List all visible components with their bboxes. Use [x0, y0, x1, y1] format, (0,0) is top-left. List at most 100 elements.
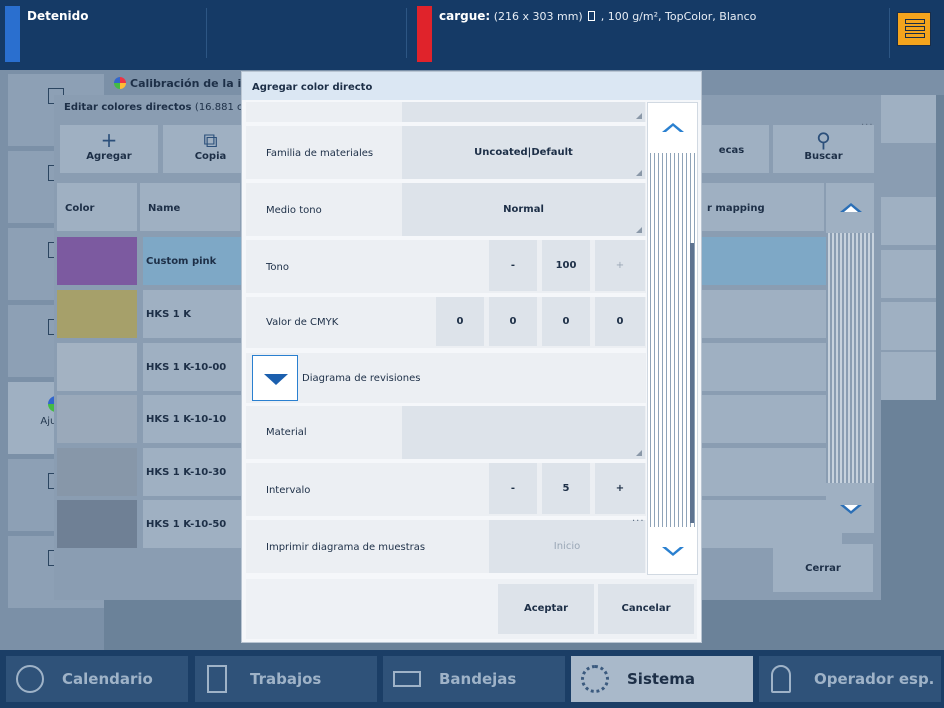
nav-operator[interactable]: Operador esp. [759, 656, 941, 702]
color-swatch [57, 500, 137, 548]
interval-value[interactable]: 5 [542, 463, 590, 514]
right-panel-tile [881, 197, 936, 245]
dialog-scrollbar[interactable] [647, 102, 698, 575]
close-button[interactable]: Cerrar [773, 544, 873, 592]
color-wheel-icon [114, 77, 126, 89]
calibration-title-text: Calibración de la imp [130, 77, 261, 90]
chevron-down-icon [264, 374, 288, 385]
tone-increase-button[interactable]: + [595, 240, 645, 291]
chevron-down-icon [840, 505, 862, 514]
cmyk-black-field[interactable]: 0 [595, 297, 645, 346]
color-swatch [57, 448, 137, 496]
cmyk-yellow-field[interactable]: 0 [542, 297, 590, 346]
scroll-down-button[interactable] [648, 527, 697, 575]
column-header-name[interactable]: Name [140, 183, 240, 231]
server-icon [905, 26, 925, 31]
scroll-track[interactable] [826, 233, 874, 483]
halftone-select[interactable]: Normal [402, 183, 645, 236]
material-label: Material [266, 427, 307, 438]
right-panel-tile [881, 352, 936, 400]
nav-jobs[interactable]: Trabajos [195, 656, 377, 702]
status-divider [206, 8, 207, 58]
scroll-down-button[interactable] [826, 485, 874, 533]
edit-count-text: (16.881 color [194, 102, 262, 113]
printer-status-text: Detenido [27, 9, 89, 23]
edit-spot-colors-title: Editar colores directos (16.881 color [64, 102, 262, 113]
cmyk-label: Valor de CMYK [266, 317, 339, 328]
revision-diagram-label: Diagrama de revisiones [302, 373, 421, 384]
tone-value[interactable]: 100 [542, 240, 590, 291]
scroll-thumb[interactable] [690, 243, 694, 523]
tone-label: Tono [266, 262, 289, 273]
right-panel-tile [881, 302, 936, 350]
operator-icon [771, 665, 791, 693]
copy-icon: ⧉ [203, 128, 218, 152]
partial-field[interactable] [402, 102, 645, 122]
bottom-navigation: Calendario Trabajos Bandejas Sistema Ope… [0, 650, 944, 708]
revision-diagram-toggle[interactable] [252, 355, 298, 401]
search-button[interactable]: ⚲ Buscar [773, 125, 874, 173]
calibration-title: Calibración de la imp [114, 77, 261, 90]
table-scrollbar[interactable] [826, 183, 874, 533]
gear-icon [581, 665, 609, 693]
nav-system[interactable]: Sistema [571, 656, 753, 702]
top-status-bar: Detenido cargue: (216 x 303 mm) , 100 g/… [0, 0, 944, 70]
server-icon [905, 19, 925, 24]
tray-icon [393, 671, 421, 687]
right-panel-tile [881, 95, 936, 143]
copy-button-label: Copia [194, 151, 227, 162]
cmyk-magenta-field[interactable]: 0 [489, 297, 537, 346]
load-info[interactable]: cargue: (216 x 303 mm) , 100 g/m², TopCo… [439, 9, 756, 23]
server-button[interactable] [897, 12, 931, 46]
server-icon [905, 33, 925, 38]
interval-increase-button[interactable]: + [595, 463, 645, 514]
add-button-label: Agregar [86, 151, 132, 162]
column-header-color[interactable]: Color [57, 183, 137, 231]
right-panel-tile [881, 250, 936, 298]
column-header-mapping[interactable]: r mapping [699, 183, 824, 231]
nav-trays[interactable]: Bandejas [383, 656, 565, 702]
printer-status-indicator [5, 6, 20, 62]
libraries-button-label: ecas [718, 145, 745, 156]
dialog-title: Agregar color directo [242, 72, 701, 100]
start-print-samples-button[interactable]: Inicio [489, 520, 645, 573]
tone-decrease-button[interactable]: - [489, 240, 537, 291]
nav-calendar-label: Calendario [62, 670, 153, 688]
scroll-up-button[interactable] [826, 183, 874, 231]
nav-trays-label: Bandejas [439, 670, 517, 688]
status-divider [889, 8, 890, 58]
cmyk-cyan-field[interactable]: 0 [436, 297, 484, 346]
material-family-select[interactable]: Uncoated|Default [402, 126, 645, 179]
add-button[interactable]: + Agregar [60, 125, 158, 173]
more-options-icon[interactable]: ··· [632, 516, 645, 527]
load-warning-indicator [417, 6, 432, 62]
scroll-up-button[interactable] [648, 103, 697, 151]
accept-button[interactable]: Aceptar [498, 584, 594, 634]
interval-decrease-button[interactable]: - [489, 463, 537, 514]
chevron-up-icon [840, 203, 862, 212]
interval-label: Intervalo [266, 485, 311, 496]
chevron-down-icon [662, 547, 684, 556]
nav-calendar[interactable]: Calendario [6, 656, 188, 702]
load-details: , 100 g/m², TopColor, Blanco [600, 10, 757, 23]
more-options-icon[interactable]: ··· [861, 120, 874, 131]
halftone-label: Medio tono [266, 205, 322, 216]
binoculars-icon: ⚲ [816, 128, 831, 152]
doc-icon [588, 11, 596, 21]
color-swatch [57, 343, 137, 391]
load-size: (216 x 303 mm) [493, 10, 583, 23]
chevron-up-icon [662, 123, 684, 132]
color-swatch [57, 237, 137, 285]
cancel-button[interactable]: Cancelar [598, 584, 694, 634]
search-button-label: Buscar [804, 151, 843, 162]
right-side-panel [881, 95, 936, 400]
nav-operator-label: Operador esp. [814, 670, 935, 688]
material-family-label: Familia de materiales [266, 148, 374, 159]
document-icon [207, 665, 227, 693]
clock-icon [16, 665, 44, 693]
scroll-track[interactable] [650, 153, 695, 527]
nav-system-label: Sistema [627, 670, 695, 688]
libraries-button[interactable]: ecas [694, 125, 769, 173]
color-swatch [57, 290, 137, 338]
material-select[interactable] [402, 406, 645, 459]
